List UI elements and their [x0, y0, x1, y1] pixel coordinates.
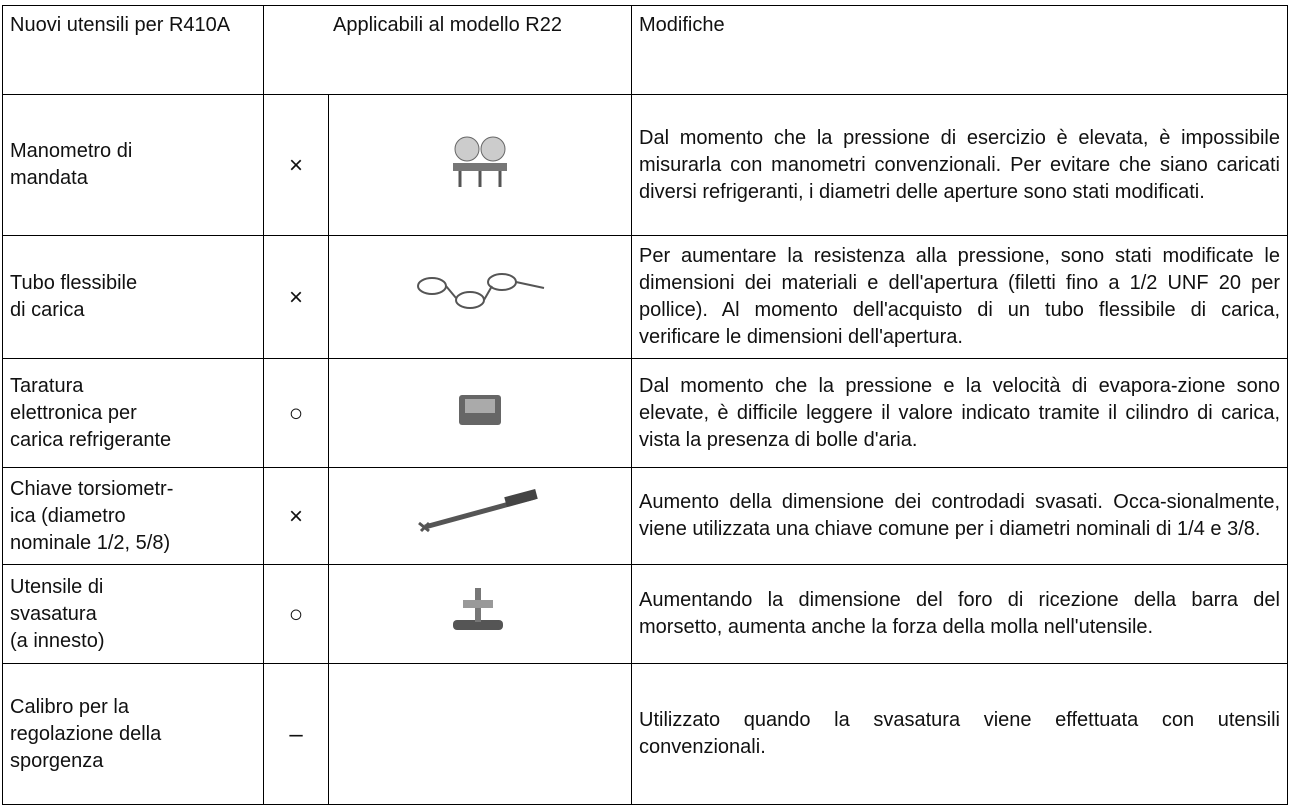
- applicable-mark: ×: [263, 94, 329, 236]
- applicable-mark: ×: [263, 235, 329, 359]
- applicable-mark: ○: [263, 564, 329, 664]
- modification-text: Aumento della dimensione dei controdadi …: [631, 467, 1288, 565]
- table-row: Calibro per la regolazione della sporgen…: [2, 663, 1288, 805]
- tool-name: Utensile di svasatura (a innesto): [2, 564, 264, 664]
- header-cell: Nuovi utensili per R410A: [2, 5, 264, 95]
- applicable-mark: ○: [263, 358, 329, 468]
- table-body: Nuovi utensili per R410A Applicabili al …: [2, 5, 1288, 805]
- applicable-mark: ×: [263, 467, 329, 565]
- tool-name: Tubo flessibile di carica: [2, 235, 264, 359]
- modification-text: Per aumentare la resistenza alla pressio…: [631, 235, 1288, 359]
- modification-text: Utilizzato quando la svasatura viene eff…: [631, 663, 1288, 805]
- tool-image: [328, 235, 632, 359]
- header-cell: Modifiche: [631, 5, 1288, 95]
- tool-image: [328, 467, 632, 565]
- header-cell: Applicabili al modello R22: [263, 5, 632, 95]
- modification-text: Aumentando la dimensione del foro di ric…: [631, 564, 1288, 664]
- tool-image: [328, 663, 632, 805]
- tool-name: Calibro per la regolazione della sporgen…: [2, 663, 264, 805]
- modification-text: Dal momento che la pressione e la veloci…: [631, 358, 1288, 468]
- modification-text: Dal momento che la pressione di esercizi…: [631, 94, 1288, 236]
- table-row: Manometro di mandata × Dal momento che la …: [2, 94, 1288, 236]
- header-row: Nuovi utensili per R410A Applicabili al …: [2, 5, 1288, 95]
- applicable-mark: –: [263, 663, 329, 805]
- tools-table: Nuovi utensili per R410A Applicabili al …: [2, 5, 1288, 805]
- table-row: Tubo flessibile di carica × Per aumentare …: [2, 235, 1288, 359]
- tool-image: [328, 358, 632, 468]
- table-row: Taratura elettronica per carica refriger…: [2, 358, 1288, 468]
- tool-name: Taratura elettronica per carica refriger…: [2, 358, 264, 468]
- tool-name: Manometro di mandata: [2, 94, 264, 236]
- tool-image: [328, 564, 632, 664]
- table-row: Chiave torsiometr- ica (diametro nominal…: [2, 467, 1288, 565]
- tool-name: Chiave torsiometr- ica (diametro nominal…: [2, 467, 264, 565]
- tool-image: [328, 94, 632, 236]
- table-row: Utensile di svasatura (a innesto) ○ Aument…: [2, 564, 1288, 664]
